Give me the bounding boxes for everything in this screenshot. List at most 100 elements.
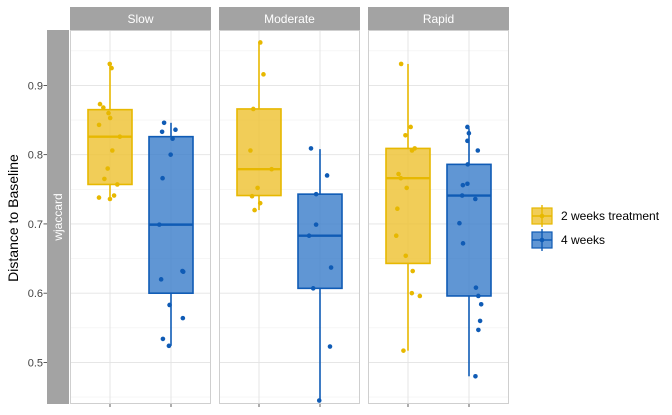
data-point bbox=[180, 269, 186, 275]
data-point bbox=[252, 207, 257, 213]
data-point bbox=[107, 61, 113, 67]
data-point bbox=[398, 175, 404, 181]
data-point bbox=[477, 318, 483, 324]
data-point bbox=[160, 336, 166, 342]
data-point bbox=[310, 286, 316, 291]
data-point bbox=[410, 268, 416, 274]
panel-strip-moderate bbox=[219, 7, 360, 30]
data-point bbox=[459, 193, 465, 198]
legend: 2 weeks treatment 4 weeks bbox=[531, 205, 660, 251]
panel-border bbox=[368, 30, 509, 404]
data-point bbox=[109, 65, 114, 71]
data-point bbox=[251, 106, 256, 112]
panel-border bbox=[70, 30, 211, 404]
data-point bbox=[408, 124, 413, 130]
box-moderate-4-weeks bbox=[297, 146, 343, 403]
data-point bbox=[465, 138, 470, 144]
data-point bbox=[258, 40, 263, 45]
data-point bbox=[403, 253, 409, 259]
data-point bbox=[160, 175, 165, 181]
data-point bbox=[255, 185, 260, 191]
data-point bbox=[475, 148, 481, 153]
data-point bbox=[115, 182, 120, 187]
panel-slow: Slow bbox=[70, 7, 211, 407]
y-axis-title: Distance to Baseline bbox=[5, 154, 21, 282]
box-iqr bbox=[148, 135, 194, 294]
data-point bbox=[101, 105, 106, 110]
legend-key-point bbox=[539, 237, 545, 243]
data-point bbox=[269, 166, 274, 172]
data-point bbox=[324, 173, 330, 178]
data-point bbox=[478, 301, 484, 307]
box-rapid-4-weeks bbox=[446, 124, 492, 379]
box-slow-2-weeks-treatment bbox=[87, 61, 133, 202]
data-point bbox=[170, 136, 175, 142]
panel-rapid: Rapid bbox=[368, 7, 509, 407]
data-point bbox=[106, 110, 111, 116]
data-point bbox=[102, 176, 107, 182]
box-moderate-2-weeks-treatment bbox=[236, 40, 282, 213]
data-point bbox=[409, 148, 415, 153]
legend-label: 2 weeks treatment bbox=[561, 209, 660, 223]
data-point bbox=[313, 222, 319, 227]
data-point bbox=[457, 220, 462, 226]
data-point bbox=[168, 152, 173, 157]
box-iqr bbox=[297, 193, 343, 290]
data-point bbox=[166, 343, 172, 349]
facet-panels: Slow Moderate Rapid bbox=[70, 7, 509, 407]
panel-strip-label: Slow bbox=[127, 12, 153, 26]
data-point bbox=[465, 124, 470, 130]
legend-item-2-weeks-treatment: 2 weeks treatment bbox=[531, 205, 660, 227]
data-point bbox=[105, 166, 110, 171]
data-point bbox=[167, 302, 172, 308]
data-point bbox=[308, 146, 314, 151]
data-point bbox=[403, 132, 408, 138]
data-point bbox=[476, 293, 481, 299]
data-point bbox=[327, 344, 333, 349]
data-point bbox=[107, 115, 113, 121]
data-point bbox=[396, 171, 401, 177]
data-point bbox=[261, 72, 266, 77]
data-point bbox=[398, 61, 404, 67]
data-point bbox=[306, 233, 312, 238]
box-iqr bbox=[87, 108, 133, 186]
data-point bbox=[111, 193, 117, 198]
panel-strip-slow bbox=[70, 7, 211, 30]
panel-strip-rapid bbox=[368, 7, 509, 30]
panel-moderate: Moderate bbox=[219, 7, 360, 407]
data-point bbox=[157, 222, 162, 227]
data-point bbox=[159, 129, 165, 135]
data-point bbox=[460, 241, 466, 246]
y-tick-label: 0.8 bbox=[28, 150, 43, 162]
box-slow-4-weeks bbox=[148, 120, 194, 349]
data-point bbox=[257, 200, 263, 206]
data-point bbox=[401, 348, 406, 353]
y-tick-label: 0.9 bbox=[28, 80, 43, 92]
y-tick-label: 0.5 bbox=[28, 357, 43, 369]
data-point bbox=[96, 122, 102, 128]
y-tick-label: 0.7 bbox=[28, 219, 43, 231]
data-point bbox=[465, 181, 470, 187]
row-strip-wjaccard: wjaccard bbox=[47, 30, 69, 404]
data-point bbox=[473, 196, 478, 202]
panel-border bbox=[219, 30, 360, 404]
data-point bbox=[180, 315, 186, 321]
data-point bbox=[473, 285, 479, 290]
panel-strip-label: Rapid bbox=[423, 12, 454, 26]
data-point bbox=[473, 373, 478, 379]
row-strip-label: wjaccard bbox=[51, 193, 65, 241]
data-point bbox=[161, 120, 167, 126]
data-point bbox=[110, 148, 115, 153]
data-point bbox=[466, 130, 472, 136]
data-point bbox=[460, 182, 466, 188]
box-iqr bbox=[385, 147, 431, 265]
panel-strip-label: Moderate bbox=[264, 12, 315, 26]
legend-key-point bbox=[539, 213, 545, 219]
data-point bbox=[249, 193, 255, 199]
box-iqr bbox=[236, 108, 282, 197]
y-tick-label: 0.6 bbox=[28, 288, 43, 300]
data-point bbox=[173, 127, 178, 133]
data-point bbox=[404, 185, 410, 191]
data-point bbox=[248, 148, 253, 153]
